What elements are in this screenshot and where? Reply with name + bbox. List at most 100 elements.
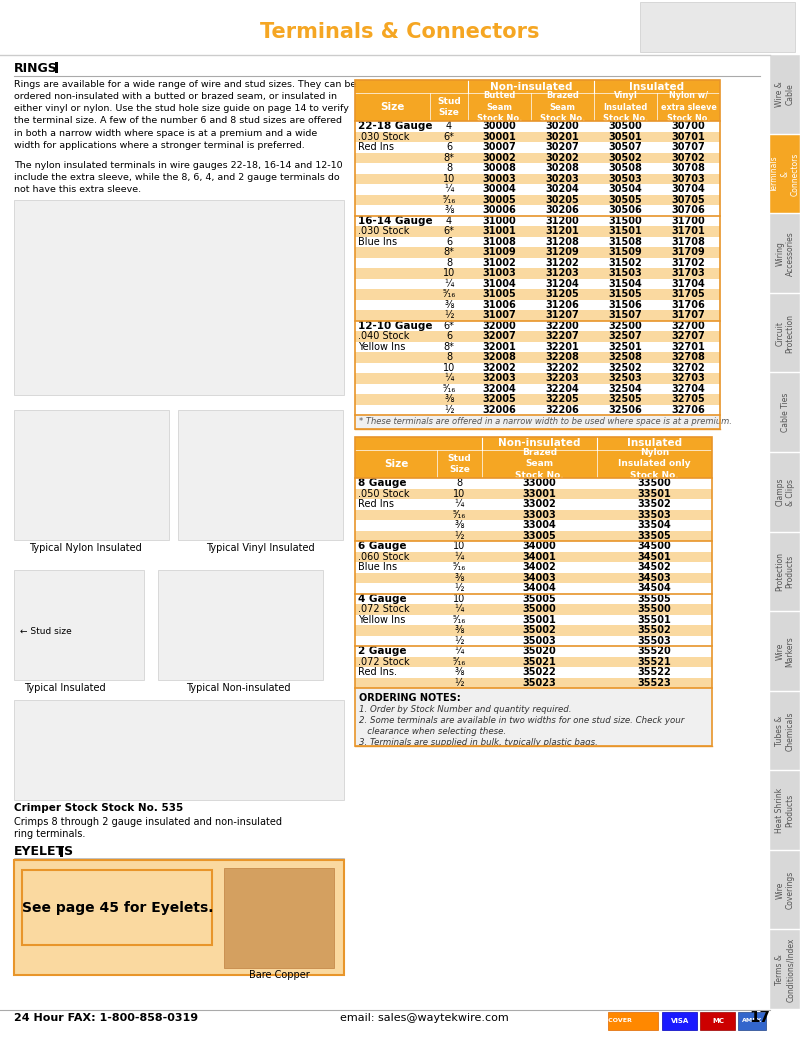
Text: 31707: 31707 <box>672 311 706 320</box>
Text: Crimper Stock Stock No. 535: Crimper Stock Stock No. 535 <box>14 803 183 812</box>
Bar <box>14 860 344 975</box>
Bar <box>770 373 800 452</box>
Bar <box>770 214 800 293</box>
Text: 31705: 31705 <box>672 289 706 299</box>
Text: Yellow Ins: Yellow Ins <box>358 615 406 624</box>
Bar <box>355 488 712 499</box>
Text: Typical Non-insulated: Typical Non-insulated <box>186 683 290 693</box>
Text: Red Ins: Red Ins <box>358 500 394 509</box>
Text: 33005: 33005 <box>522 531 556 540</box>
Bar <box>355 163 720 174</box>
Text: ¼: ¼ <box>454 605 464 614</box>
Bar <box>355 667 712 677</box>
Text: 30703: 30703 <box>672 174 706 184</box>
Text: Tubes &
Chemicals: Tubes & Chemicals <box>775 712 794 751</box>
Text: 32008: 32008 <box>482 352 517 363</box>
Text: 10: 10 <box>454 593 466 604</box>
Text: 33504: 33504 <box>638 521 671 530</box>
Bar <box>355 583 712 593</box>
Text: 8: 8 <box>446 258 452 268</box>
Text: Yellow Ins: Yellow Ins <box>358 342 406 352</box>
Text: 31501: 31501 <box>609 227 642 236</box>
Bar <box>355 247 720 258</box>
Text: 32002: 32002 <box>482 363 516 373</box>
Text: 32003: 32003 <box>482 373 516 383</box>
Text: 10: 10 <box>454 541 466 552</box>
Text: 31206: 31206 <box>546 299 579 310</box>
Text: Wire
Markers: Wire Markers <box>775 636 794 667</box>
Bar <box>355 132 720 142</box>
Bar <box>640 2 795 52</box>
Text: ½: ½ <box>454 636 464 646</box>
Text: 32701: 32701 <box>672 342 706 352</box>
Text: 34500: 34500 <box>638 541 671 552</box>
Text: 32503: 32503 <box>609 373 642 383</box>
Text: Brazed
Seam
Stock No.: Brazed Seam Stock No. <box>540 91 585 123</box>
Text: Size: Size <box>384 459 408 469</box>
Text: 32500: 32500 <box>609 321 642 330</box>
Bar <box>355 437 712 746</box>
Bar <box>355 604 712 614</box>
Bar <box>355 153 720 163</box>
Text: 32700: 32700 <box>672 321 706 330</box>
Text: 32508: 32508 <box>609 352 642 363</box>
Text: 8: 8 <box>446 163 452 174</box>
Text: 30003: 30003 <box>482 174 516 184</box>
Text: 30200: 30200 <box>546 122 579 131</box>
Bar <box>178 410 343 540</box>
Bar <box>355 289 720 299</box>
Text: 30504: 30504 <box>609 184 642 194</box>
Text: ¼: ¼ <box>444 373 454 383</box>
Text: ⅜: ⅜ <box>444 206 454 215</box>
Text: 2. Some terminals are available in two widths for one stud size. Check your: 2. Some terminals are available in two w… <box>359 716 684 725</box>
Text: 32506: 32506 <box>609 405 642 415</box>
Text: Wiring
Accessories: Wiring Accessories <box>775 231 794 275</box>
Text: .072 Stock: .072 Stock <box>358 605 410 614</box>
Text: 31208: 31208 <box>546 237 579 246</box>
Text: 10: 10 <box>443 268 455 278</box>
Text: 12-10 Gauge: 12-10 Gauge <box>358 321 433 330</box>
Bar <box>355 299 720 310</box>
Text: 31004: 31004 <box>482 278 516 289</box>
Text: 31505: 31505 <box>609 289 642 299</box>
Text: 35522: 35522 <box>638 667 671 677</box>
Text: 30704: 30704 <box>672 184 706 194</box>
Bar <box>355 572 712 583</box>
Text: 32200: 32200 <box>546 321 579 330</box>
Text: ⅜: ⅜ <box>454 521 464 530</box>
Bar <box>738 1012 766 1030</box>
Text: 30707: 30707 <box>672 142 706 153</box>
Bar <box>355 363 720 373</box>
Bar <box>770 692 800 770</box>
Bar <box>60 846 63 857</box>
Text: 35005: 35005 <box>522 593 556 604</box>
Text: ¼: ¼ <box>444 184 454 194</box>
Text: 31200: 31200 <box>546 216 579 225</box>
Text: Wire
Coverings: Wire Coverings <box>775 871 794 909</box>
Text: 32006: 32006 <box>482 405 516 415</box>
Text: 31003: 31003 <box>482 268 516 278</box>
Bar <box>355 437 712 450</box>
Text: 30500: 30500 <box>609 122 642 131</box>
Text: 1. Order by Stock Number and quantity required.: 1. Order by Stock Number and quantity re… <box>359 705 571 714</box>
Text: 30508: 30508 <box>609 163 642 174</box>
Text: 8: 8 <box>457 478 462 488</box>
Text: 31500: 31500 <box>609 216 642 225</box>
Text: 30706: 30706 <box>672 206 706 215</box>
Bar <box>355 450 712 478</box>
Text: 33505: 33505 <box>638 531 671 540</box>
Text: VISA: VISA <box>671 1018 689 1024</box>
Bar <box>355 625 712 636</box>
Bar <box>355 194 720 205</box>
Text: 31502: 31502 <box>609 258 642 268</box>
Text: 32708: 32708 <box>671 352 706 363</box>
Text: 32202: 32202 <box>546 363 579 373</box>
Text: 30700: 30700 <box>672 122 706 131</box>
Text: 31204: 31204 <box>546 278 579 289</box>
Text: ⁵⁄₁₆: ⁵⁄₁₆ <box>453 510 466 520</box>
Text: 30505: 30505 <box>609 194 642 205</box>
Bar <box>14 700 344 800</box>
Text: 30702: 30702 <box>672 153 706 163</box>
Bar <box>355 237 720 247</box>
Bar <box>22 870 212 945</box>
